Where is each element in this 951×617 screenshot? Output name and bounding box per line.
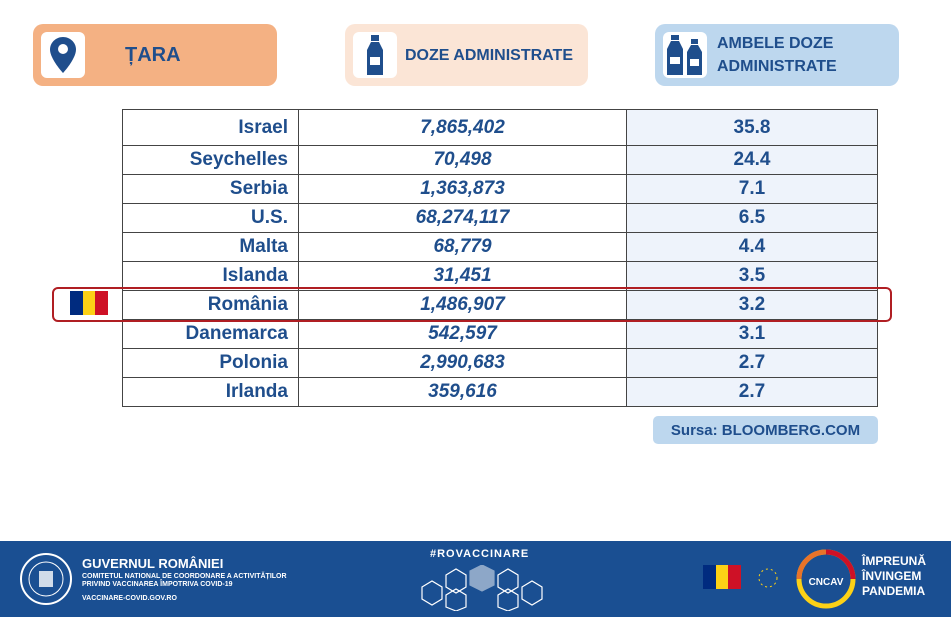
- hashtag: #ROVACCINARE: [430, 548, 530, 560]
- both-doses-cell: 35.8: [626, 109, 878, 146]
- both-doses-cell: 7.1: [626, 174, 878, 204]
- table-row: Islanda 31,451 3.5: [122, 261, 878, 291]
- eu-stars-icon: [758, 568, 778, 588]
- header-doses: DOZE ADMINISTRATE: [345, 24, 588, 86]
- header-country-label: ȚARA: [125, 43, 181, 66]
- both-doses-cell: 3.1: [626, 319, 878, 349]
- footer-banner: GUVERNUL ROMÂNIEI COMITETUL NATIONAL DE …: [0, 541, 951, 617]
- doses-cell: 1,486,907: [298, 290, 627, 320]
- vaccine-bottle-icon: [353, 32, 397, 78]
- vaccination-table: Israel 7,865,402 35.8 Seychelles 70,498 24.4 S…: [122, 109, 878, 407]
- doses-cell: 542,597: [298, 319, 627, 349]
- location-pin-icon: [41, 32, 85, 78]
- table-row: Seychelles 70,498 24.4: [122, 145, 878, 175]
- doses-cell: 2,990,683: [298, 348, 627, 378]
- slogan-line2: ÎNVINGEM: [862, 569, 922, 583]
- country-cell: Israel: [122, 109, 299, 146]
- header-both-doses-label: AMBELE DOZE ADMINISTRATE: [717, 35, 837, 75]
- both-doses-cell: 3.2: [626, 290, 878, 320]
- doses-cell: 70,498: [298, 145, 627, 175]
- slogan-line1: ÎMPREUNĂ: [862, 554, 927, 568]
- romania-highlight-box: [52, 287, 892, 322]
- svg-text:CNCAV: CNCAV: [809, 577, 844, 588]
- header-country: ȚARA: [33, 24, 277, 86]
- header-both-doses: AMBELE DOZE ADMINISTRATE: [655, 24, 899, 86]
- country-cell: Polonia: [122, 348, 299, 378]
- romania-flag-icon: [70, 291, 109, 315]
- both-doses-cell: 3.5: [626, 261, 878, 291]
- country-cell: Islanda: [122, 261, 299, 291]
- table-row: Israel 7,865,402 35.8: [122, 109, 878, 146]
- doses-cell: 1,363,873: [298, 174, 627, 204]
- country-cell: Irlanda: [122, 377, 299, 407]
- both-doses-cell: 6.5: [626, 203, 878, 233]
- country-cell: Seychelles: [122, 145, 299, 175]
- health-hexagons-icon: [421, 565, 543, 611]
- doses-cell: 31,451: [298, 261, 627, 291]
- table-row: Serbia 1,363,873 7.1: [122, 174, 878, 204]
- two-vaccine-bottles-icon: [663, 32, 707, 78]
- source-label: Sursa: BLOOMBERG.COM: [653, 416, 878, 444]
- table-row: Polonia 2,990,683 2.7: [122, 348, 878, 378]
- table-row: U.S. 68,274,117 6.5: [122, 203, 878, 233]
- romania-flag-footer-icon: [703, 565, 742, 589]
- both-doses-cell: 4.4: [626, 232, 878, 262]
- table-row: Danemarca 542,597 3.1: [122, 319, 878, 349]
- website-link[interactable]: VACCINARE-COVID.GOV.RO: [82, 595, 177, 602]
- table-row: România 1,486,907 3.2: [122, 290, 878, 320]
- country-cell: Serbia: [122, 174, 299, 204]
- both-doses-cell: 2.7: [626, 348, 878, 378]
- country-cell: U.S.: [122, 203, 299, 233]
- header-doses-label: DOZE ADMINISTRATE: [405, 46, 573, 64]
- doses-cell: 359,616: [298, 377, 627, 407]
- table-row: Malta 68,779 4.4: [122, 232, 878, 262]
- doses-cell: 7,865,402: [298, 109, 627, 146]
- government-seal-icon: [20, 553, 72, 605]
- doses-cell: 68,274,117: [298, 203, 627, 233]
- committee-line1: COMITETUL NATIONAL DE COORDONARE A ACTIV…: [82, 573, 287, 580]
- committee-line2: PRIVIND VACCINAREA ÎMPOTRIVA COVID-19: [82, 581, 233, 588]
- country-cell: Danemarca: [122, 319, 299, 349]
- both-doses-cell: 24.4: [626, 145, 878, 175]
- slogan-line3: PANDEMIA: [862, 584, 926, 598]
- table-row: Irlanda 359,616 2.7: [122, 377, 878, 407]
- both-doses-cell: 2.7: [626, 377, 878, 407]
- doses-cell: 68,779: [298, 232, 627, 262]
- gov-title: GUVERNUL ROMÂNIEI: [82, 556, 224, 571]
- cncav-logo-icon: CNCAV: [796, 549, 856, 609]
- country-cell: Malta: [122, 232, 299, 262]
